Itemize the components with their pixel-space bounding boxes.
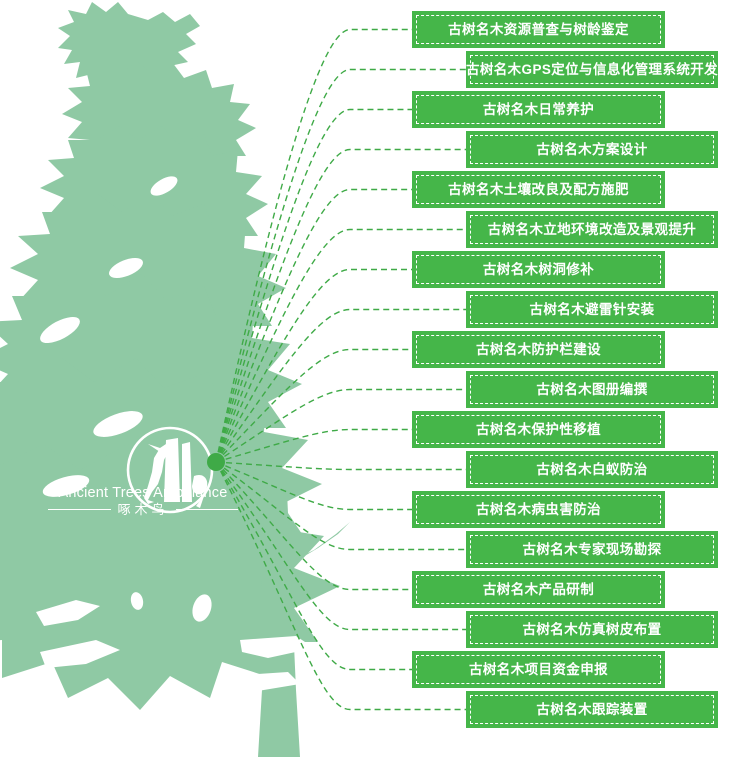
service-box[interactable]: 古树名木项目资金申报 — [412, 651, 665, 688]
connector-line — [215, 68, 466, 463]
connector-line — [215, 308, 466, 463]
service-box[interactable]: 古树名木专家现场勘探 — [466, 531, 718, 568]
connector-line — [215, 428, 412, 463]
service-box[interactable]: 古树名木资源普查与树龄鉴定 — [412, 11, 665, 48]
service-box-label: 古树名木资源普查与树龄鉴定 — [448, 21, 629, 37]
connector-line — [215, 188, 412, 463]
connector-line — [215, 148, 466, 463]
service-box[interactable]: 古树名木保护性移植 — [412, 411, 665, 448]
service-box[interactable]: 古树名木避雷针安装 — [466, 291, 718, 328]
service-box-label: 古树名木项目资金申报 — [469, 661, 608, 677]
brand-name-cn: 啄木鸟 — [117, 502, 169, 517]
brand-rule-left — [48, 509, 111, 510]
service-box-label: 古树名木仿真树皮布置 — [522, 621, 662, 637]
service-box[interactable]: 古树名木仿真树皮布置 — [466, 611, 718, 648]
service-box[interactable]: 古树名木日常养护 — [412, 91, 665, 128]
connector-line — [215, 461, 466, 631]
service-box[interactable]: 古树名木树洞修补 — [412, 251, 665, 288]
service-box-label: 古树名木树洞修补 — [482, 261, 595, 277]
connector-line — [215, 108, 412, 463]
service-box-label: 古树名木土壤改良及配方施肥 — [448, 181, 629, 197]
service-box[interactable]: 古树名木防护栏建设 — [412, 331, 665, 368]
service-box-label: 古树名木产品研制 — [482, 581, 595, 597]
service-box-label: 古树名木图册编撰 — [536, 381, 648, 397]
hub-node-icon — [207, 453, 225, 471]
service-box[interactable]: 古树名木土壤改良及配方施肥 — [412, 171, 665, 208]
service-box[interactable]: 古树名木方案设计 — [466, 131, 718, 168]
brand-name-en: Ancient Trees Ambulance — [58, 485, 228, 501]
service-box[interactable]: 古树名木产品研制 — [412, 571, 665, 608]
service-box-label: 古树名木防护栏建设 — [475, 341, 602, 357]
service-box[interactable]: 古树名木立地环境改造及景观提升 — [466, 211, 718, 248]
service-box-label: 古树名木专家现场勘探 — [522, 541, 662, 557]
service-box-label: 古树名木立地环境改造及景观提升 — [487, 221, 697, 237]
service-box-label: 古树名木跟踪装置 — [536, 701, 648, 717]
service-box-label: 古树名木方案设计 — [536, 141, 648, 157]
connector-line — [215, 461, 412, 591]
service-box-label: 古树名木日常养护 — [482, 101, 595, 117]
service-box[interactable]: 古树名木病虫害防治 — [412, 491, 665, 528]
service-box-label: 古树名木病虫害防治 — [475, 501, 602, 517]
connector-line — [215, 461, 412, 511]
service-box-label: 古树名木白蚁防治 — [536, 461, 648, 477]
connector-line — [215, 461, 412, 671]
service-box-label: 古树名木保护性移植 — [475, 421, 602, 437]
service-box-label: 古树名木GPS定位与信息化管理系统开发 — [465, 61, 719, 77]
service-box[interactable]: 古树名木白蚁防治 — [466, 451, 718, 488]
connector-line — [215, 461, 466, 551]
connector-line — [215, 28, 412, 463]
service-box-label: 古树名木避雷针安装 — [529, 301, 655, 317]
brand-name-cn-row: 啄木鸟 — [48, 502, 239, 517]
service-box[interactable]: 古树名木图册编撰 — [466, 371, 718, 408]
service-box[interactable]: 古树名木GPS定位与信息化管理系统开发 — [466, 51, 718, 88]
connector-line — [215, 228, 466, 463]
connector-line — [215, 268, 412, 463]
brand-rule-right — [175, 509, 239, 510]
connector-line — [215, 348, 412, 463]
connector-line — [215, 388, 466, 463]
connector-line — [215, 461, 466, 471]
service-box[interactable]: 古树名木跟踪装置 — [466, 691, 718, 728]
